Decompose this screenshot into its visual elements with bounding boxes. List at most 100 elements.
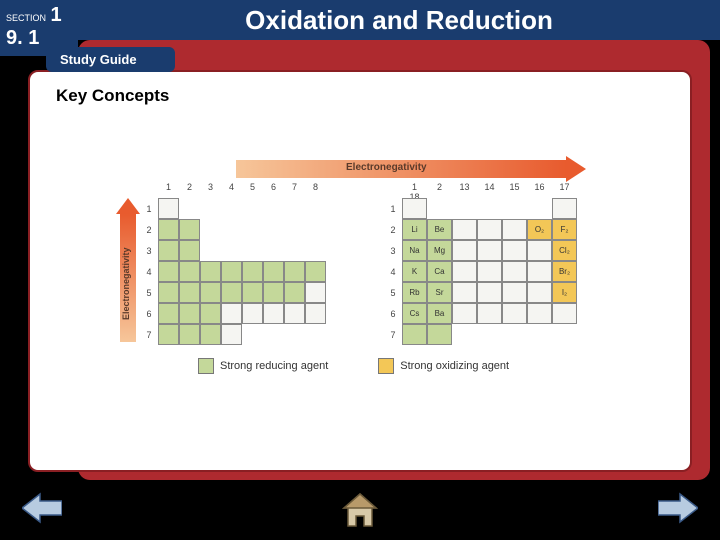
- grid-cell: [221, 282, 242, 303]
- grid-cell: Na: [402, 240, 427, 261]
- h-arrow-label: Electronegativity: [346, 162, 427, 173]
- grid-cell: [221, 303, 242, 324]
- grid-cell: [221, 219, 242, 240]
- grid-cell: [158, 261, 179, 282]
- grid-cell: [263, 240, 284, 261]
- grid-cell: [477, 261, 502, 282]
- grid-cell: [284, 261, 305, 282]
- left-row-labels: 1234567: [142, 198, 156, 345]
- grid-cell: [200, 303, 221, 324]
- prev-arrow-icon[interactable]: [22, 492, 62, 524]
- grid-cell: [452, 219, 477, 240]
- page-title: Oxidation and Reduction: [78, 0, 720, 40]
- grid-cell: [477, 198, 502, 219]
- grid-cell: [502, 303, 527, 324]
- grid-cell: [502, 282, 527, 303]
- grid-cell: [502, 324, 527, 345]
- grid-cell: [242, 303, 263, 324]
- grid-cell: Cs: [402, 303, 427, 324]
- grid-cell: [200, 198, 221, 219]
- grid-cell: [452, 303, 477, 324]
- grid-cell: Be: [427, 219, 452, 240]
- grid-cell: Sr: [427, 282, 452, 303]
- grid-cell: F₂: [552, 219, 577, 240]
- grid-cell: [502, 261, 527, 282]
- grid-cell: [527, 198, 552, 219]
- next-arrow-icon[interactable]: [658, 492, 698, 524]
- grid-cell: [552, 303, 577, 324]
- grid-cell: [263, 198, 284, 219]
- grid-cell: [305, 303, 326, 324]
- grid-cell: Mg: [427, 240, 452, 261]
- grid-cell: [452, 198, 477, 219]
- grid-cell: [179, 261, 200, 282]
- grid-cell: [263, 303, 284, 324]
- legend: Strong reducing agent Strong oxidizing a…: [198, 358, 509, 374]
- grid-cell: [200, 240, 221, 261]
- left-periodic-grid: [158, 198, 326, 345]
- oxidizing-label: Strong oxidizing agent: [400, 360, 509, 372]
- grid-cell: [179, 198, 200, 219]
- vertical-en-arrow: Electronegativity: [120, 198, 136, 342]
- grid-cell: [200, 282, 221, 303]
- grid-cell: [179, 282, 200, 303]
- grid-cell: [179, 219, 200, 240]
- grid-cell: [502, 219, 527, 240]
- grid-cell: [263, 282, 284, 303]
- grid-cell: [452, 261, 477, 282]
- grid-cell: [242, 261, 263, 282]
- right-row-labels: 1234567: [386, 198, 400, 345]
- grid-cell: [305, 261, 326, 282]
- grid-cell: [284, 219, 305, 240]
- grid-cell: Li: [402, 219, 427, 240]
- grid-cell: [477, 303, 502, 324]
- grid-cell: [158, 282, 179, 303]
- grid-cell: [200, 324, 221, 345]
- grid-cell: [527, 240, 552, 261]
- grid-cell: [305, 282, 326, 303]
- v-arrow-label: Electronegativity: [121, 247, 131, 320]
- grid-cell: [242, 198, 263, 219]
- grid-cell: [552, 324, 577, 345]
- grid-cell: [242, 240, 263, 261]
- horizontal-en-arrow: Electronegativity: [236, 160, 586, 178]
- grid-cell: [158, 198, 179, 219]
- grid-cell: [527, 261, 552, 282]
- grid-cell: Ba: [427, 303, 452, 324]
- grid-cell: [221, 324, 242, 345]
- section-number: 1: [50, 4, 61, 26]
- grid-cell: [527, 282, 552, 303]
- legend-oxidizing: Strong oxidizing agent: [378, 358, 509, 374]
- grid-cell: [477, 282, 502, 303]
- home-icon[interactable]: [340, 490, 380, 530]
- grid-cell: [200, 219, 221, 240]
- section-label: SECTION: [6, 13, 46, 23]
- grid-cell: [502, 240, 527, 261]
- grid-cell: [284, 198, 305, 219]
- grid-cell: [402, 198, 427, 219]
- grid-cell: [158, 240, 179, 261]
- grid-cell: [477, 219, 502, 240]
- grid-cell: [158, 219, 179, 240]
- right-periodic-grid: LiBeO₂F₂NaMgCl₂KCaBr₂RbSrI₂CsBa: [402, 198, 577, 345]
- grid-cell: [452, 282, 477, 303]
- grid-cell: [221, 198, 242, 219]
- grid-cell: [527, 303, 552, 324]
- grid-cell: [452, 240, 477, 261]
- oxidizing-swatch: [378, 358, 394, 374]
- grid-cell: [305, 198, 326, 219]
- grid-cell: [158, 303, 179, 324]
- grid-cell: [263, 324, 284, 345]
- grid-cell: [284, 303, 305, 324]
- grid-cell: Br₂: [552, 261, 577, 282]
- grid-cell: Ca: [427, 261, 452, 282]
- grid-cell: Cl₂: [552, 240, 577, 261]
- key-concepts-heading: Key Concepts: [56, 86, 169, 106]
- grid-cell: [527, 324, 552, 345]
- grid-cell: [452, 324, 477, 345]
- study-guide-tab: Study Guide: [46, 47, 175, 72]
- grid-cell: [502, 198, 527, 219]
- grid-cell: [305, 219, 326, 240]
- grid-cell: [427, 324, 452, 345]
- grid-cell: Rb: [402, 282, 427, 303]
